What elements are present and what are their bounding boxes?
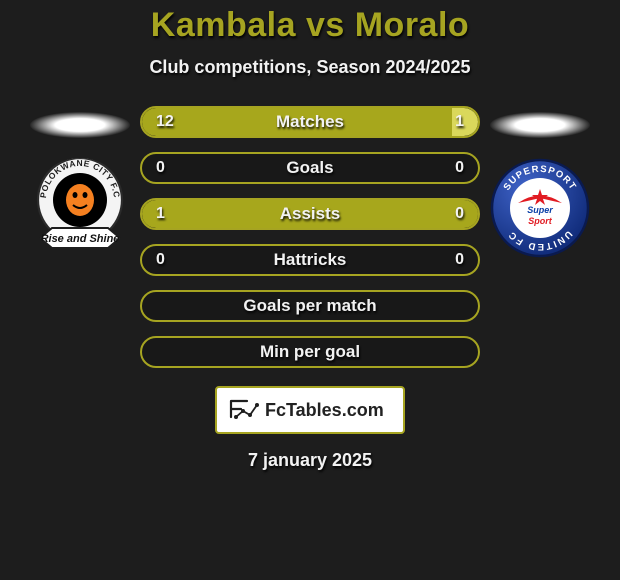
stat-bar: Matches121 <box>140 106 480 138</box>
left-side: POLOKWANE CITY F.C Rise and Shine <box>30 106 130 258</box>
infographic-container: Kambala vs Moralo Club competitions, Sea… <box>0 0 620 580</box>
date-label: 7 january 2025 <box>0 450 620 471</box>
brand-badge[interactable]: FcTables.com <box>215 386 405 434</box>
crest-word-bottom: Sport <box>528 216 553 226</box>
stat-bar-fill-right <box>452 108 478 136</box>
stat-bar-value-right: 0 <box>455 246 464 274</box>
stat-bar-label: Goals <box>142 154 478 182</box>
stat-bar-fill-left <box>142 200 478 228</box>
player-shadow-right <box>490 112 590 138</box>
crest-ribbon-text: Rise and Shine <box>41 233 120 245</box>
stat-bar: Goals0 0 <box>140 152 480 184</box>
stat-bar-label: Hattricks <box>142 246 478 274</box>
club-crest-left: POLOKWANE CITY F.C Rise and Shine <box>30 158 130 258</box>
stat-bar: Min per goal <box>140 336 480 368</box>
stat-bar: Assists10 <box>140 198 480 230</box>
stat-bar: Goals per match <box>140 290 480 322</box>
page-title: Kambala vs Moralo <box>0 6 620 45</box>
subtitle: Club competitions, Season 2024/2025 <box>0 57 620 78</box>
brand-mark <box>231 401 259 419</box>
crest-word-top: Super <box>527 205 553 215</box>
content-row: POLOKWANE CITY F.C Rise and Shine Matche… <box>0 106 620 368</box>
stat-bar-value-left: 0 <box>156 154 165 182</box>
stat-bar-label: Min per goal <box>142 338 478 366</box>
stat-bar-label: Goals per match <box>142 292 478 320</box>
crest-mascot-eye-r <box>83 192 88 198</box>
right-side: SUPERSPORT UNITED FC Super Sport <box>490 106 590 258</box>
club-crest-right: SUPERSPORT UNITED FC Super Sport <box>490 158 590 258</box>
brand-text: FcTables.com <box>265 400 384 420</box>
stat-bar-value-right: 0 <box>455 154 464 182</box>
stat-bar: Hattricks0 0 <box>140 244 480 276</box>
club-crest-left-svg: POLOKWANE CITY F.C Rise and Shine <box>30 158 130 258</box>
player-shadow-left <box>30 112 130 138</box>
crest-mascot-eye-l <box>73 192 78 198</box>
stat-bar-fill-left <box>142 108 452 136</box>
club-crest-right-svg: SUPERSPORT UNITED FC Super Sport <box>490 158 590 258</box>
stat-bar-value-left: 0 <box>156 246 165 274</box>
stat-bars: Matches121Goals00Assists10Hattricks00Goa… <box>140 106 480 368</box>
crest-mascot <box>66 184 94 216</box>
brand-badge-svg: FcTables.com <box>225 395 395 425</box>
